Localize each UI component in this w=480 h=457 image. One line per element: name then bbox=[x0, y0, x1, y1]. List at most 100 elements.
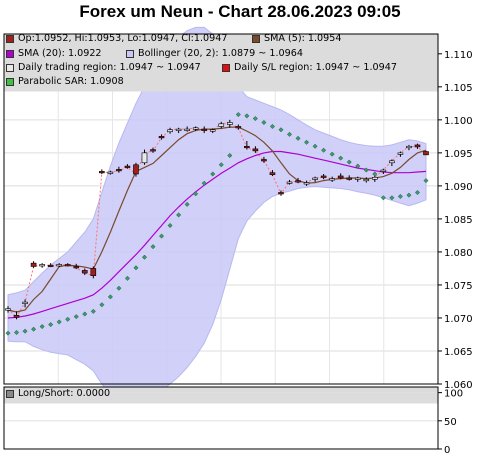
candle-body bbox=[295, 180, 301, 183]
psar-point bbox=[261, 119, 267, 126]
bollinger-legend-swatch bbox=[126, 50, 134, 58]
psar-point bbox=[380, 195, 386, 201]
ohlc-legend-swatch bbox=[6, 35, 14, 43]
candle-body bbox=[90, 268, 97, 276]
psar-point bbox=[397, 193, 403, 200]
psar-point bbox=[363, 167, 369, 173]
psar-point bbox=[167, 222, 173, 229]
price-tick-label: 1.095 bbox=[444, 149, 473, 160]
candle-body bbox=[320, 175, 327, 178]
psar-point bbox=[312, 143, 318, 149]
psar-point bbox=[235, 112, 241, 118]
candle-body bbox=[124, 165, 131, 168]
long-short-legend-label: Long/Short: 0.0000 bbox=[18, 388, 111, 399]
candle-body bbox=[380, 169, 387, 172]
psar-point bbox=[176, 212, 182, 218]
candle-body bbox=[278, 192, 284, 195]
candle-body bbox=[184, 128, 190, 131]
candle-body bbox=[269, 172, 276, 175]
candle-body bbox=[201, 128, 208, 131]
candle-body bbox=[363, 178, 370, 182]
candle-body bbox=[209, 129, 216, 132]
price-plot-border bbox=[3, 33, 439, 385]
psar-point bbox=[193, 191, 199, 197]
sma5-legend-swatch bbox=[252, 35, 260, 43]
price-tick-label: 1.105 bbox=[444, 83, 473, 94]
psar-point bbox=[218, 162, 224, 168]
sma20-legend-label: SMA (20): 1.0922 bbox=[18, 48, 102, 59]
psar-legend-swatch bbox=[6, 78, 14, 86]
candle-body bbox=[47, 264, 54, 267]
candle-body bbox=[372, 177, 378, 180]
psar-point bbox=[90, 308, 96, 314]
candle-body bbox=[406, 145, 412, 149]
psar-point bbox=[133, 265, 139, 271]
psar-point bbox=[56, 319, 62, 325]
candle-body bbox=[389, 160, 395, 164]
long-short-tick-label: 50 bbox=[444, 417, 457, 428]
long-short-tick-label: 100 bbox=[444, 389, 463, 400]
psar-point bbox=[99, 302, 105, 308]
long-short-legend-swatch bbox=[6, 390, 14, 398]
candle-body bbox=[192, 127, 199, 130]
candle-body bbox=[22, 301, 28, 304]
psar-point bbox=[423, 178, 429, 184]
candle-body bbox=[252, 148, 259, 152]
candle-body bbox=[30, 262, 37, 267]
psar-point bbox=[5, 330, 11, 336]
psar-point bbox=[355, 163, 361, 169]
psar-point bbox=[184, 201, 190, 207]
psar-point bbox=[286, 131, 293, 137]
candle-body bbox=[73, 266, 80, 269]
candle-body bbox=[167, 129, 173, 133]
candle-body bbox=[99, 171, 105, 174]
bollinger-legend-label: Bollinger (20, 2): 1.0879 ~ 1.0964 bbox=[138, 48, 303, 59]
candle-body bbox=[81, 270, 88, 274]
daily-sl-legend-swatch bbox=[222, 64, 230, 72]
psar-point bbox=[13, 329, 20, 336]
long-short-tick-label: 0 bbox=[444, 445, 450, 456]
psar-point bbox=[329, 151, 335, 157]
psar-point bbox=[321, 147, 327, 153]
daily-sl-legend-label: Daily S/L region: 1.0947 ~ 1.0947 bbox=[234, 62, 397, 73]
psar-point bbox=[201, 180, 207, 186]
candle-body bbox=[346, 177, 353, 180]
psar-point bbox=[158, 233, 165, 239]
candle-body bbox=[397, 152, 404, 155]
candle-body bbox=[150, 149, 156, 152]
sma20-line bbox=[7, 150, 427, 319]
psar-point bbox=[227, 152, 233, 159]
candle-body bbox=[286, 181, 293, 184]
price-tick-label: 1.090 bbox=[444, 182, 473, 193]
long-short-header bbox=[4, 387, 438, 404]
candle-body bbox=[329, 178, 335, 181]
psar-point bbox=[414, 189, 421, 196]
candle-body bbox=[218, 123, 225, 127]
psar-point bbox=[73, 314, 79, 320]
price-tick-label: 1.060 bbox=[444, 380, 473, 391]
chart-title: Forex um Neun - Chart 28.06.2023 09:05 bbox=[79, 2, 401, 21]
candle-body bbox=[175, 128, 182, 131]
psar-point bbox=[346, 159, 352, 165]
candle-body bbox=[312, 177, 318, 180]
psar-point bbox=[48, 322, 54, 328]
candle-body bbox=[235, 126, 242, 129]
psar-legend-label: Parabolic SAR: 1.0908 bbox=[18, 76, 124, 87]
price-tick-label: 1.075 bbox=[444, 281, 473, 292]
price-tick-label: 1.070 bbox=[444, 314, 473, 325]
candle-body bbox=[244, 145, 250, 149]
candle-body bbox=[133, 164, 139, 175]
candle-body bbox=[261, 159, 267, 162]
psar-point bbox=[295, 135, 301, 141]
psar-point bbox=[82, 311, 88, 317]
psar-point bbox=[210, 171, 216, 177]
psar-point bbox=[65, 316, 71, 322]
candle-body bbox=[226, 122, 233, 125]
candle-body bbox=[39, 264, 45, 267]
sma5-legend-label: SMA (5): 1.0954 bbox=[264, 33, 342, 44]
candle-body bbox=[5, 308, 11, 311]
psar-point bbox=[141, 254, 148, 260]
candle-body bbox=[116, 169, 122, 172]
psar-point bbox=[338, 155, 344, 161]
